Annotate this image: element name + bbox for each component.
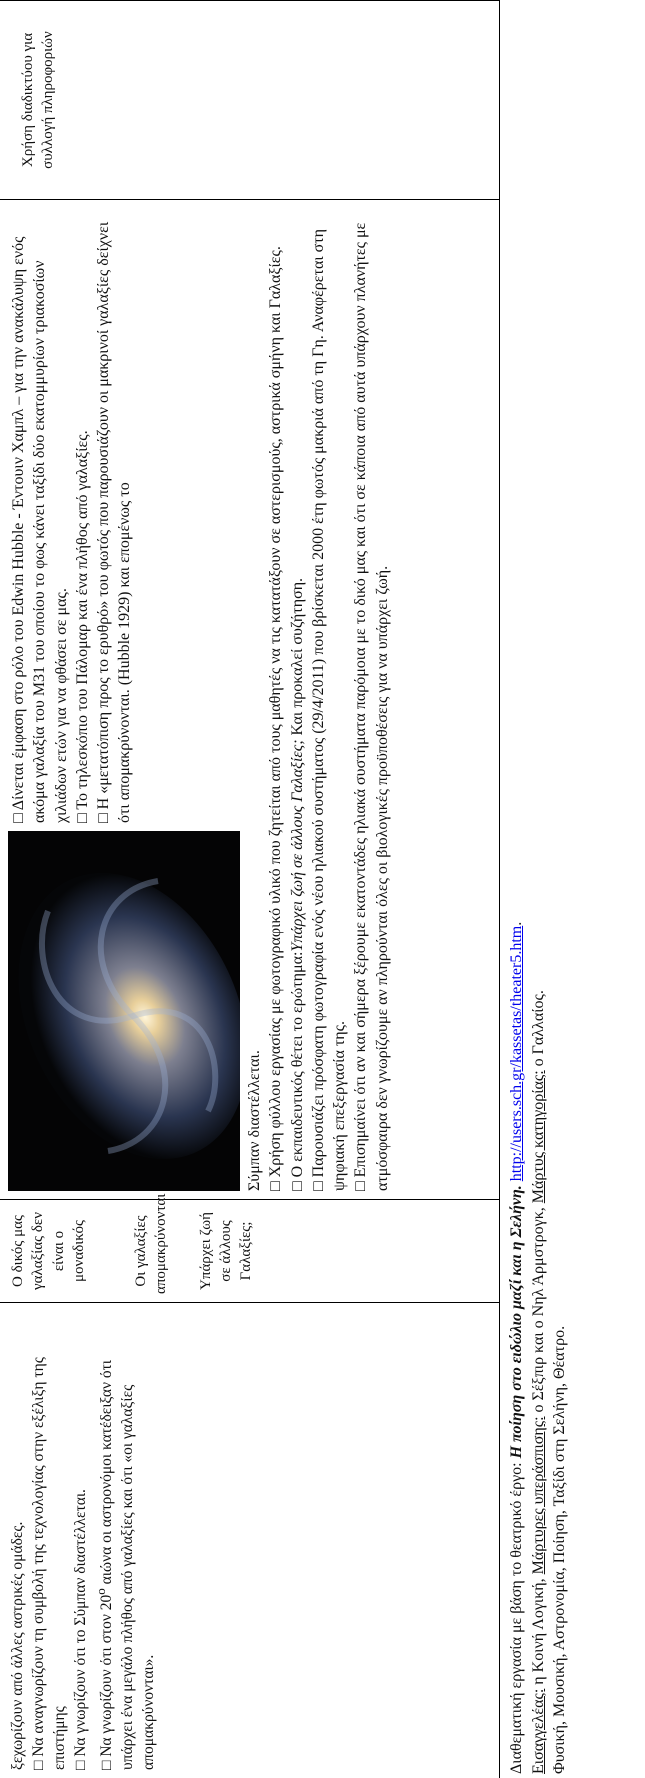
text: Μάρτυς κατηγορίας: <box>529 1070 547 1204</box>
objectives-cell: ξεχωρίζουν από άλλες αστρικές ομάδες. □ … <box>0 1302 500 1778</box>
means-cell: Χρήση διαδικτύου για συλλογή πληροφοριών <box>0 0 500 199</box>
text: ο Γαλλαίος. <box>529 990 547 1071</box>
text: Εισαγγελέας: <box>529 1688 547 1774</box>
text: Εισαγγελέας: η Κοινή Λογική, Μάρτυρες υπ… <box>528 204 550 1774</box>
text: □ Χρήση φύλλου εργασίας με φωτογραφικό υ… <box>267 246 285 1191</box>
text: Σύμπαν διαστέλλεται. <box>246 1050 263 1191</box>
text: Ο δικός μας γαλαξίας δεν είναι ο μοναδικ… <box>10 1211 87 1291</box>
text: Οι γαλαξίες απομακρύνονται <box>133 1193 170 1294</box>
text: □ Να γνωρίζουν ότι στον 20ο αιώνα οι αστ… <box>92 1311 160 1770</box>
text: η Κοινή Λογική, <box>529 1574 547 1689</box>
text: ο <box>92 1588 108 1595</box>
text: □ Να αναγνωρίζουν τη συμβολή της τεχνολο… <box>29 1357 68 1770</box>
text: □ Να γνωρίζουν ότι το Σύμπαν διαστέλλετα… <box>71 1489 89 1770</box>
text: Χρήση διαδικτύου για συλλογή πληροφοριών <box>20 31 57 169</box>
text: Υπάρχει ζωή σε άλλους Γαλαξίες; <box>288 739 306 952</box>
text: Και προκαλεί συζήτηση. <box>288 577 306 740</box>
text: □ Να γνωρίζουν ότι στον 20 <box>97 1594 115 1770</box>
text: Διαθεματική εργασία με βάση το θεατρικό … <box>508 1458 525 1774</box>
text: ο Σέξπιρ και ο Νηλ Άρμστρογκ, <box>529 1203 547 1417</box>
link[interactable]: http://users.sch.gr/kassetas/theater5.ht… <box>508 925 525 1182</box>
text: ξεχωρίζουν από άλλες αστρικές ομάδες. <box>9 1521 26 1770</box>
text: □ Ο εκπαιδευτικός θέτει το ερώτημα: <box>288 951 306 1191</box>
text: □ Επισημαίνει ότι αν και σήμερα ξέρουμε … <box>352 222 391 1191</box>
text: □ Παρουσιάζει πρόσφατη φωτογραφία ενός ν… <box>309 228 349 1191</box>
text: Φυσική, Μουσική, Αστρονομία, Ποίηση, Ταξ… <box>551 1325 569 1774</box>
text: Διαθεματική εργασία με βάση το θεατρικό … <box>506 204 528 1774</box>
galaxy-photo <box>8 831 240 1191</box>
text: □ Ο εκπαιδευτικός θέτει το ερώτημα:Υπάρχ… <box>287 208 308 1191</box>
text: . <box>508 921 525 926</box>
text: Μάρτυρες υπεράσπισης: <box>529 1416 547 1575</box>
text: Υπάρχει ζωή σε άλλους Γαλαξίες; <box>197 1212 255 1290</box>
activities-cell: □ Δίνεται έμφαση στο ρόλο του Edwin Hubb… <box>0 199 500 1199</box>
topic-cell: Ο δικός μας γαλαξίας δεν είναι ο μοναδικ… <box>0 1193 500 1302</box>
footer: Διαθεματική εργασία με βάση το θεατρικό … <box>500 200 577 1778</box>
text: Η ποίηση στο ειδώλιο μαζί και η Σελήνη. <box>508 1185 525 1459</box>
